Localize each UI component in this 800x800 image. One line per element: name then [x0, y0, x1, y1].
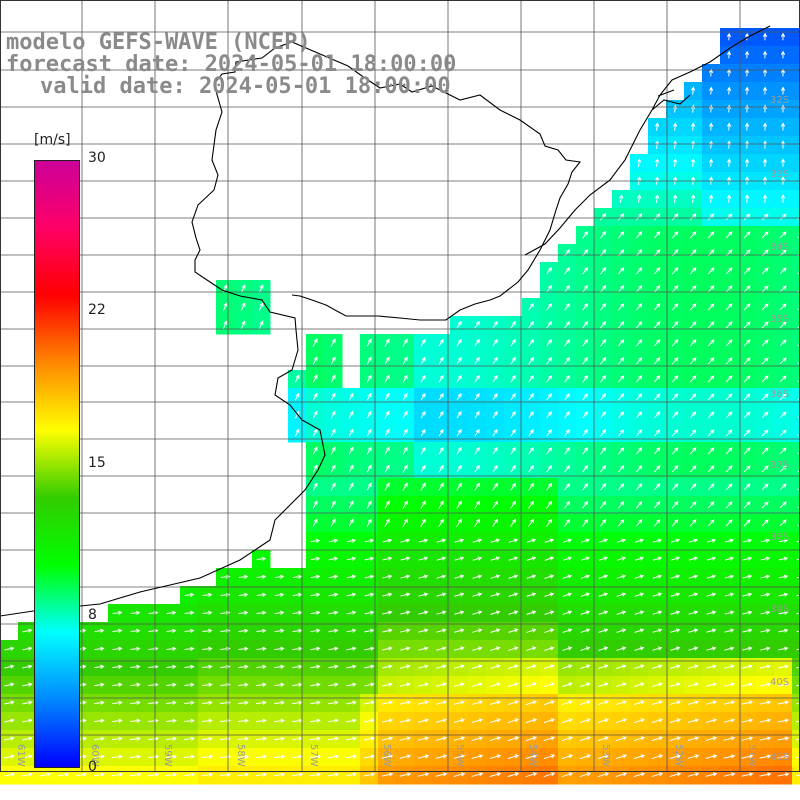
colorbar	[34, 160, 80, 768]
lat-label: 36S	[770, 389, 789, 400]
lat-label: 39S	[770, 604, 789, 615]
colorbar-unit: [m/s]	[34, 132, 71, 148]
grid-labels: 32S 33S 34S 35S 36S 37S 38S 39S 40S 41S 61W 60W 59W 5…	[15, 95, 789, 767]
colorbar-tick-22: 22	[88, 302, 106, 318]
lon-label: 59W	[162, 744, 173, 767]
model-title: modelo GEFS-WAVE (NCEP)	[6, 30, 311, 55]
lat-label: 40S	[770, 677, 789, 688]
valid-date: valid date: 2024-05-01 18:00:00	[40, 74, 451, 99]
colorbar-tick-0: 0	[88, 759, 97, 775]
lat-label: 37S	[770, 460, 789, 471]
colorbar-tick-8: 8	[88, 607, 97, 623]
lat-label: 33S	[770, 169, 789, 180]
lon-label: 56W	[381, 744, 392, 767]
lat-label: 35S	[770, 314, 789, 325]
lat-label: 41S	[770, 752, 789, 763]
wind-speed-field	[0, 28, 800, 785]
lat-label: 38S	[770, 532, 789, 543]
lon-label: 54W	[527, 744, 538, 767]
lon-label: 57W	[308, 744, 319, 767]
lon-label: 60W	[89, 744, 100, 767]
lat-label: 34S	[770, 242, 789, 253]
coastline	[0, 25, 771, 617]
forecast-date: forecast date: 2024-05-01 18:00:00	[6, 52, 457, 77]
lon-label: 55W	[454, 744, 465, 767]
lat-lon-grid	[0, 0, 800, 772]
lon-label: 58W	[235, 744, 246, 767]
lat-label: 32S	[770, 95, 789, 106]
lon-label: 61W	[15, 744, 26, 767]
lon-label: 53W	[600, 744, 611, 767]
colorbar-tick-30: 30	[88, 150, 106, 166]
colorbar-tick-15: 15	[88, 455, 106, 471]
wind-arrows	[3, 32, 800, 778]
lon-label: 51W	[746, 744, 757, 767]
lon-label: 52W	[673, 744, 684, 767]
